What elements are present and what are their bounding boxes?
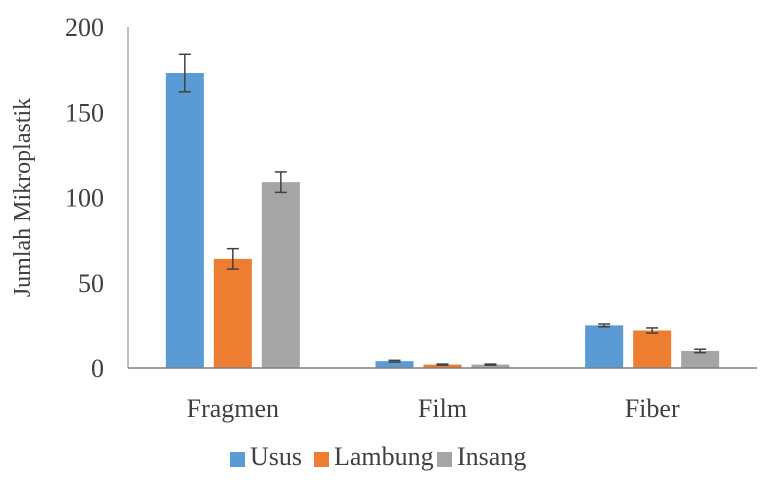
bar-lambung-fiber: [633, 330, 672, 368]
y-axis-ticks: 0 50 100 150 200: [65, 13, 104, 383]
bar-lambung-fragmen: [213, 258, 252, 368]
y-axis-title: Jumlah Mikroplastik: [10, 98, 36, 297]
bar-lambung-film: [423, 364, 462, 368]
legend-item-insang: Insang: [437, 442, 526, 471]
y-tick-label: 200: [65, 13, 104, 42]
legend-label: Lambung: [334, 442, 434, 471]
x-tick-label: Film: [418, 394, 467, 423]
legend-label: Usus: [250, 442, 302, 471]
bar-usus-film: [375, 361, 414, 368]
y-tick-label: 100: [65, 184, 104, 213]
legend-swatch: [314, 452, 329, 467]
x-tick-label: Fiber: [625, 394, 680, 423]
y-tick-label: 0: [91, 354, 104, 383]
bar-usus-fragmen: [165, 73, 204, 368]
legend-item-usus: Usus: [230, 442, 302, 471]
y-axis-title-group: Jumlah Mikroplastik: [10, 98, 36, 297]
x-axis-ticks: Fragmen Film Fiber: [187, 394, 680, 423]
legend-item-lambung: Lambung: [314, 442, 434, 471]
error-bars-group: [178, 53, 707, 366]
legend-swatch: [230, 452, 245, 467]
x-tick-label: Fragmen: [187, 394, 279, 423]
bar-insang-fragmen: [261, 182, 300, 368]
legend-label: Insang: [457, 442, 526, 471]
legend-swatch: [437, 452, 452, 467]
bar-insang-fiber: [681, 350, 720, 368]
bar-insang-film: [471, 364, 510, 368]
bar-usus-fiber: [585, 325, 624, 368]
y-tick-label: 50: [78, 269, 104, 298]
legend: Usus Lambung Insang: [230, 442, 526, 471]
bars-group: [165, 73, 720, 368]
y-tick-label: 150: [65, 98, 104, 127]
